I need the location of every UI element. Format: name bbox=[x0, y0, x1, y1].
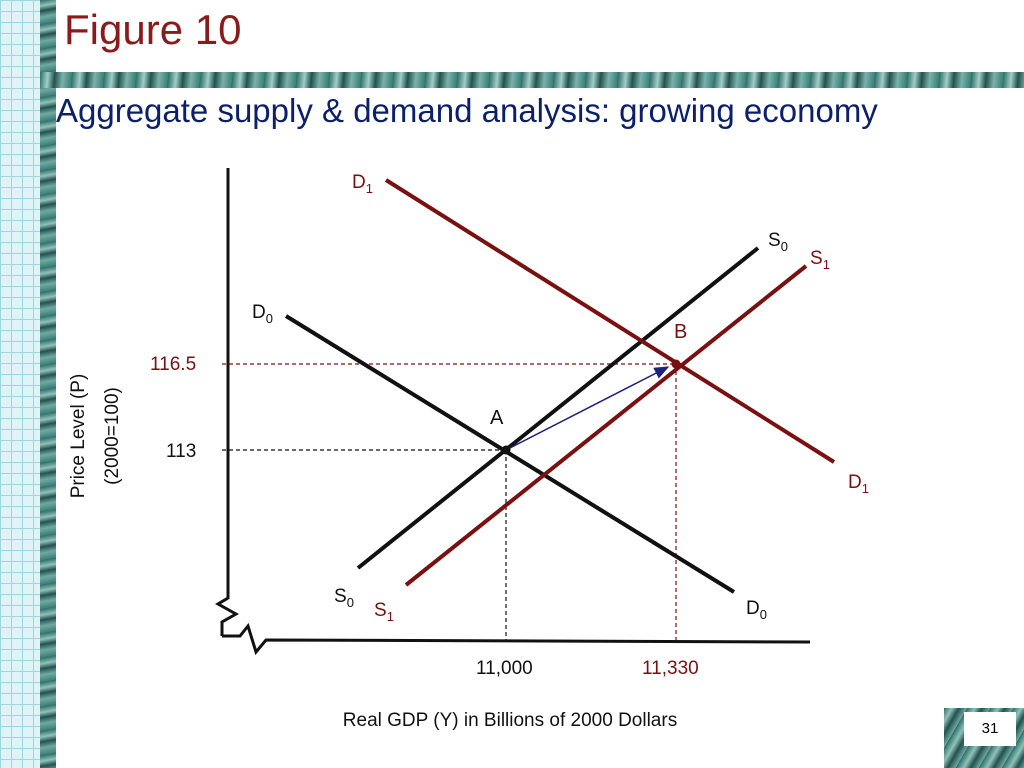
demand-curve-d0 bbox=[284, 314, 736, 594]
curve-label-s1-top: S1 bbox=[810, 248, 830, 272]
point-label-a: A bbox=[490, 407, 504, 429]
y-axis-title-line2: (2000=100) bbox=[102, 387, 123, 485]
gdp-tick-11330: 11,330 bbox=[642, 658, 699, 679]
curve-label-d0-bottom: D0 bbox=[746, 598, 767, 622]
equilibrium-point-b bbox=[671, 359, 681, 369]
slide-page-number: 31 bbox=[964, 712, 1016, 746]
y-axis-title-line1: Price Level (P) bbox=[68, 374, 89, 499]
slide-title: Figure 10 bbox=[64, 6, 242, 53]
curve-label-d1-top: D1 bbox=[352, 172, 373, 196]
curve-label-d1-bottom: D1 bbox=[848, 472, 869, 496]
demand-curve-d1 bbox=[384, 178, 836, 464]
slide-subtitle: Aggregate supply & demand analysis: grow… bbox=[56, 92, 878, 129]
curve-label-s1-bottom: S1 bbox=[374, 600, 394, 624]
x-axis bbox=[222, 622, 811, 656]
decorative-title-rule bbox=[40, 72, 1024, 88]
curve-label-s0-bottom: S0 bbox=[334, 586, 354, 610]
y-axis bbox=[215, 168, 240, 636]
curve-label-d0-top: D0 bbox=[252, 302, 273, 326]
equilibrium-point-a bbox=[501, 445, 511, 455]
shift-arrow bbox=[507, 366, 670, 450]
x-axis-title: Real GDP (Y) in Billions of 2000 Dollars bbox=[343, 710, 677, 731]
gdp-tick-11000: 11,000 bbox=[476, 658, 533, 679]
price-tick-116-5: 116.5 bbox=[150, 354, 196, 375]
point-label-b: B bbox=[674, 321, 687, 343]
curve-label-s0-top: S0 bbox=[768, 230, 788, 254]
background-grid-strip bbox=[0, 0, 44, 768]
title-area bbox=[56, 0, 1024, 72]
supply-curve-s1 bbox=[404, 264, 808, 587]
price-tick-113: 113 bbox=[166, 441, 196, 462]
supply-curve-s0 bbox=[356, 246, 760, 570]
decorative-side-border bbox=[40, 0, 56, 768]
